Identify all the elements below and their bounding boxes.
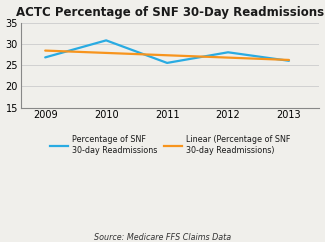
Legend: Percentage of SNF
30-day Readmissions, Linear (Percentage of SNF
30-day Readmiss: Percentage of SNF 30-day Readmissions, L… (50, 136, 290, 155)
Title: ACTC Percentage of SNF 30-Day Readmissions: ACTC Percentage of SNF 30-Day Readmissio… (16, 6, 324, 19)
Text: Source: Medicare FFS Claims Data: Source: Medicare FFS Claims Data (94, 233, 231, 242)
